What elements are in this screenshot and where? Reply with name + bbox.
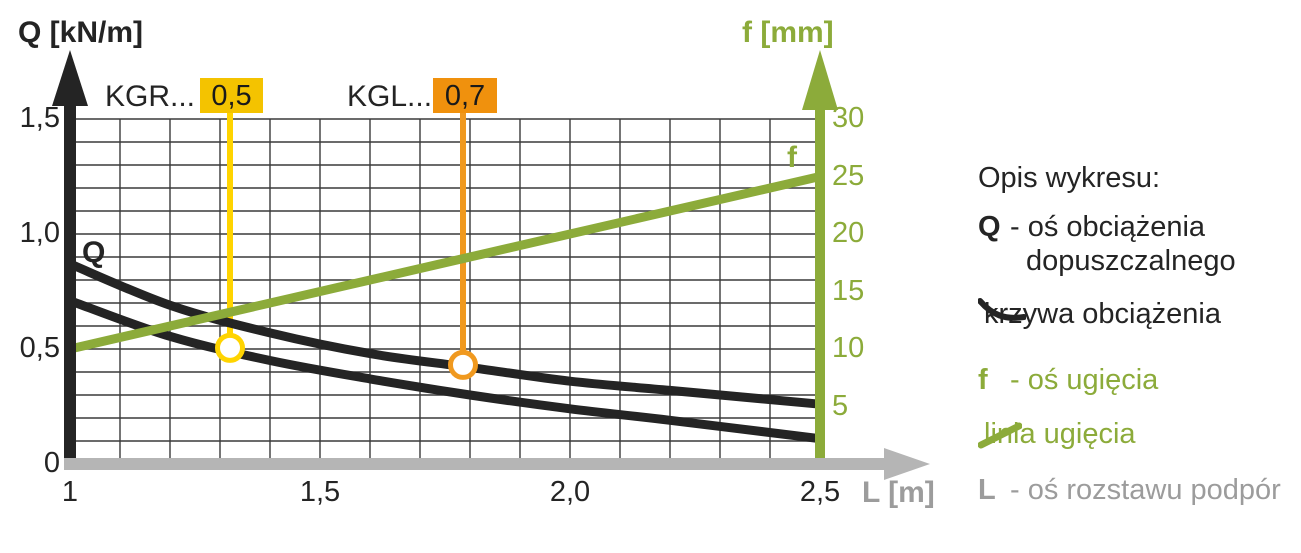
marker-point-1 <box>448 349 478 380</box>
legend-f-text: - oś ugięcia <box>1010 364 1159 396</box>
f-line-inline-label: f <box>787 141 797 174</box>
q-tick-0,5: 0,5 <box>19 332 60 364</box>
legend-q-text: - oś obciążenia <box>1010 211 1206 243</box>
q-tick-0: 0 <box>43 447 60 479</box>
q-axis-arrow-icon <box>52 50 88 106</box>
f-tick-25: 25 <box>832 159 865 192</box>
legend-title: Opis wykresu: <box>978 162 1161 194</box>
legend-row-load-curve: krzywa obciążenia <box>978 298 1221 331</box>
legend-f-symbol: f <box>978 364 988 396</box>
l-axis-arrow-icon <box>884 448 930 480</box>
f-axis-title: f [mm] <box>742 16 834 49</box>
f-axis-arrow-icon <box>802 50 838 110</box>
marker-point-0 <box>215 332 245 363</box>
f-tick-10: 10 <box>832 332 865 364</box>
grid-lines <box>69 118 821 458</box>
series-0 <box>65 259 825 409</box>
legend-row-f-axis: f - oś ugięcia <box>978 364 1158 397</box>
l-tick-1,5: 1,5 <box>299 476 341 508</box>
marker-kgl-label: KGL... <box>347 80 433 113</box>
legend-row-q-axis-line2: dopuszczalnego <box>1026 245 1236 277</box>
legend-row-deflection-line: linia ugięcia <box>978 418 1136 451</box>
f-tick-5: 5 <box>832 389 849 422</box>
marker-kgr-value-badge: 0,5 <box>200 78 263 113</box>
q-tick-1,0: 1,0 <box>19 217 60 249</box>
legend-row-l-axis: L - oś rozstawu podpór <box>978 474 1281 507</box>
series-1 <box>65 296 825 444</box>
marker-kgr-label: KGR... <box>105 80 196 113</box>
l-tick-2,0: 2,0 <box>549 476 591 508</box>
legend-q-symbol: Q <box>978 211 1001 243</box>
legend-load-curve-text: krzywa obciążenia <box>984 298 1221 330</box>
q-curve-inline-label: Q <box>82 236 106 269</box>
legend-l-symbol: L <box>978 474 996 506</box>
q-axis-title: Q [kN/m] <box>18 16 144 49</box>
f-axis-bar <box>815 104 825 464</box>
marker-kgl-value-badge: 0,7 <box>433 78 497 113</box>
f-tick-15: 15 <box>832 274 865 307</box>
chart-legend: Opis wykresu: Q - oś obciążenia dopuszcza… <box>978 0 1300 553</box>
l-tick-1: 1 <box>61 476 79 508</box>
f-tick-30: 30 <box>832 102 865 134</box>
q-axis-bar <box>64 96 76 470</box>
q-tick-1,5: 1,5 <box>19 102 60 134</box>
legend-l-text: - oś rozstawu podpór <box>1010 474 1281 506</box>
legend-row-q-axis: Q - oś obciążenia <box>978 211 1205 244</box>
f-tick-20: 20 <box>832 217 865 249</box>
l-tick-2,5: 2,5 <box>799 476 841 508</box>
series-2 <box>65 172 825 354</box>
l-axis-bar <box>64 458 886 470</box>
l-axis-title: L [m] <box>862 476 935 509</box>
